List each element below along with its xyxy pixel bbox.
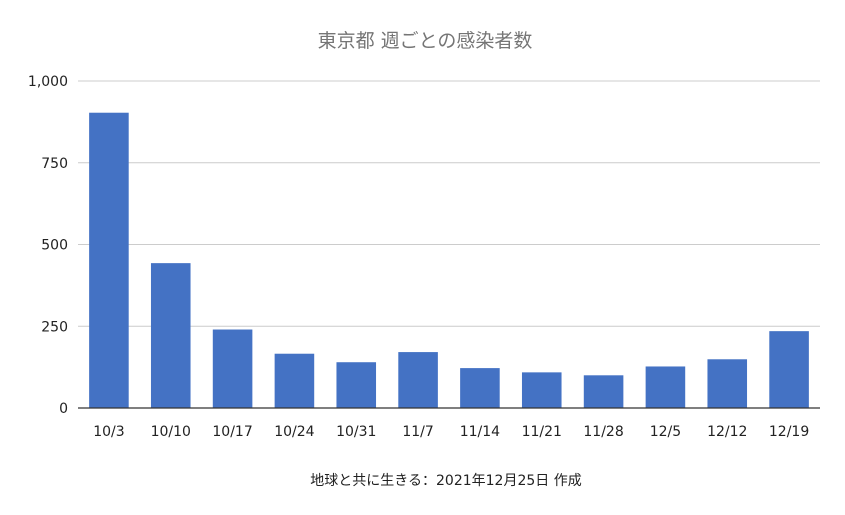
- bar: [583, 375, 624, 408]
- bar: [274, 353, 315, 408]
- bar: [212, 329, 253, 408]
- y-tick-label: 0: [59, 401, 68, 417]
- x-tick-label: 11/28: [583, 424, 623, 440]
- bar: [336, 362, 377, 408]
- x-tick-label: 12/12: [707, 424, 747, 440]
- bars: [89, 112, 809, 409]
- x-tick-label: 10/24: [274, 424, 314, 440]
- chart-caption: 地球と共に生きる：2021年12月25日 作成: [310, 473, 581, 489]
- x-tick-label: 12/5: [650, 424, 681, 440]
- grid-lines: [78, 80, 820, 327]
- x-tick-label: 10/17: [212, 424, 252, 440]
- bar: [707, 359, 748, 408]
- x-tick-label: 11/14: [460, 424, 500, 440]
- y-tick-label: 750: [41, 156, 68, 172]
- x-tick-label: 11/7: [402, 424, 433, 440]
- x-tick-label: 11/21: [522, 424, 562, 440]
- y-tick-label: 500: [41, 238, 68, 254]
- bar: [521, 372, 562, 408]
- y-axis-ticks: 0 250 500 750 1,000: [28, 74, 68, 417]
- bar: [460, 368, 500, 408]
- x-tick-label: 10/3: [93, 424, 124, 440]
- x-axis-ticks: 10/3 10/10 10/17 10/24 10/31 11/7 11/14 11/21 11…: [93, 424, 809, 440]
- x-tick-label: 10/10: [151, 424, 191, 440]
- bar: [150, 263, 191, 408]
- bar: [769, 331, 809, 408]
- chart-title: 東京都 週ごとの感染者数: [318, 30, 533, 52]
- bar: [89, 112, 129, 409]
- y-tick-label: 1,000: [28, 74, 68, 90]
- y-tick-label: 250: [41, 319, 68, 335]
- x-tick-label: 12/19: [769, 424, 809, 440]
- bar: [645, 366, 686, 408]
- bar: [398, 352, 438, 408]
- x-tick-label: 10/31: [336, 424, 376, 440]
